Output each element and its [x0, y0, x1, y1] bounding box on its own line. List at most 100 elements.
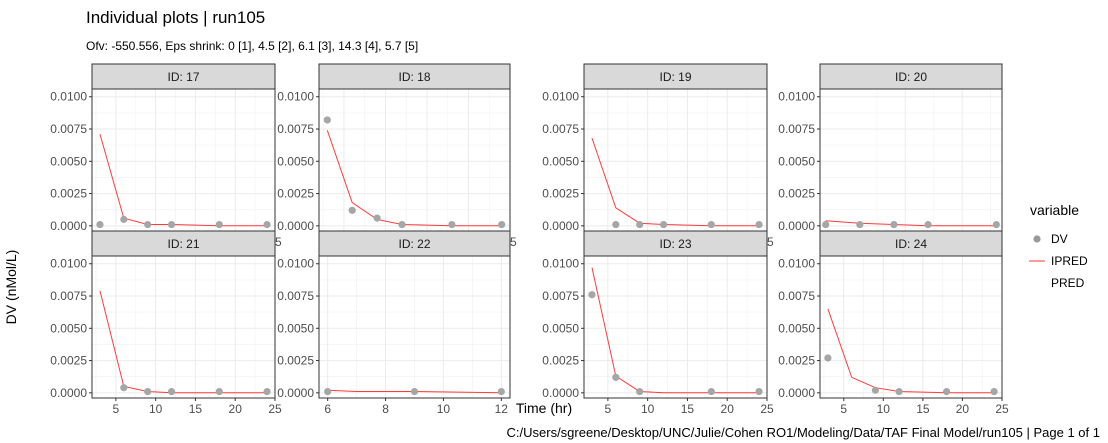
footer-path: C:/Users/sgreene/Desktop/UNC/Julie/Cohen… — [507, 425, 1100, 440]
y-tick-label: 0.0075 — [50, 122, 87, 136]
x-tick-label: 10 — [149, 402, 163, 416]
y-tick-label: 0.0050 — [277, 321, 314, 335]
dv-point — [120, 215, 128, 223]
dv-point — [943, 387, 951, 396]
dv-point — [895, 387, 903, 396]
ipred-line — [326, 130, 502, 227]
dv-point — [263, 387, 271, 396]
facet-strip-label: ID: 24 — [895, 237, 927, 251]
y-axis-title: DV (nMol/L) — [3, 250, 19, 325]
y-tick-label: 0.0075 — [778, 122, 815, 136]
y-tick-label: 0.0100 — [542, 90, 579, 104]
y-tick-label: 0.0000 — [778, 386, 815, 400]
dv-point — [755, 220, 763, 229]
y-tick-label: 0.0075 — [542, 122, 579, 136]
facet-strip-label: ID: 20 — [895, 70, 927, 84]
dv-point — [588, 291, 596, 299]
legend-label: PRED — [1051, 276, 1085, 290]
y-tick-label: 0.0000 — [50, 219, 87, 233]
y-tick-label: 0.0000 — [778, 219, 815, 233]
dv-point — [215, 220, 223, 229]
dv-point — [167, 220, 176, 229]
dv-point — [856, 220, 864, 229]
ipred-line — [99, 290, 267, 394]
x-tick-label: 25 — [760, 402, 774, 416]
plot-subtitle: Ofv: -550.556, Eps shrink: 0 [1], 4.5 [2… — [86, 39, 418, 53]
dv-point — [448, 220, 456, 229]
dv-point — [707, 387, 715, 396]
dv-point — [612, 220, 620, 229]
dv-point — [348, 206, 356, 214]
x-tick-label: 20 — [721, 402, 735, 416]
facet-panel: ID: 175101520250.00000.00250.00500.00750… — [50, 63, 282, 249]
y-tick-label: 0.0025 — [778, 354, 815, 368]
y-tick-label: 0.0075 — [778, 289, 815, 303]
x-tick-label: 5 — [840, 402, 847, 416]
y-tick-label: 0.0025 — [50, 187, 87, 201]
dv-point — [871, 386, 879, 394]
x-tick-label: 12 — [495, 402, 509, 416]
facet-strip-label: ID: 22 — [398, 237, 430, 251]
x-axis-title: Time (hr) — [516, 400, 572, 416]
facet-strip — [91, 230, 276, 257]
dv-point — [992, 220, 1000, 229]
dv-point — [498, 220, 506, 229]
dv-point — [890, 220, 898, 229]
dv-point — [398, 220, 406, 229]
facet-panel: ID: 23 5 10 15 20 25 0.0000 0.0025 0.0050 0.0075 0… — [542, 230, 774, 416]
facet-panel: ID: 21 5 10 15 20 25 0.0000 0.0025 0.0050 0.0075 0… — [50, 230, 282, 416]
dv-point — [373, 214, 381, 222]
x-tick-label: 25 — [995, 402, 1009, 416]
facet-strip-label: ID: 21 — [167, 237, 199, 251]
ipred-line — [327, 389, 502, 394]
x-tick-label: 20 — [229, 402, 243, 416]
ipred-line — [99, 134, 267, 227]
dv-point — [167, 387, 176, 396]
y-tick-label: 0.0100 — [542, 257, 579, 271]
facet-panel: ID: 195101520250.00000.00250.00500.00750… — [542, 63, 774, 249]
plot-title: Individual plots | run105 — [86, 8, 265, 27]
y-tick-label: 0.0000 — [542, 219, 579, 233]
facet-strip-label: ID: 17 — [167, 70, 199, 84]
panel-border — [819, 255, 1003, 399]
x-tick-label: 10 — [877, 402, 891, 416]
y-tick-label: 0.0050 — [277, 154, 314, 168]
x-tick-label: 15 — [681, 402, 695, 416]
y-tick-label: 0.0075 — [50, 289, 87, 303]
legend-title: variable — [1030, 202, 1079, 218]
y-tick-label: 0.0100 — [50, 90, 87, 104]
x-tick-label: 15 — [189, 402, 203, 416]
y-tick-label: 0.0100 — [50, 257, 87, 271]
dv-point — [612, 373, 620, 381]
facet-panel: ID: 185101520250.00000.00250.00500.00750… — [277, 63, 517, 249]
facet-strip-label: ID: 18 — [398, 70, 430, 84]
dv-point — [323, 116, 331, 124]
x-tick-label: 10 — [437, 402, 451, 416]
dv-point — [824, 354, 832, 362]
facet-panel: ID: 24 5 10 15 20 25 0.0000 0.0025 0.0050 0.0075 0… — [778, 230, 1009, 416]
facet-strip — [91, 63, 276, 90]
dv-point — [96, 220, 104, 229]
y-tick-label: 0.0025 — [50, 354, 87, 368]
y-tick-label: 0.0025 — [277, 354, 314, 368]
dv-point — [144, 387, 152, 396]
x-tick-label: 6 — [324, 402, 331, 416]
facet-strip-label: ID: 19 — [659, 70, 691, 84]
ipred-line — [827, 308, 995, 394]
y-tick-label: 0.0100 — [277, 257, 314, 271]
facet-panels: ID: 17 5 10 15 20 25 0.0000 0.0025 0.0050 0.0075 0… — [50, 63, 1009, 416]
y-tick-label: 0.0000 — [277, 219, 314, 233]
x-tick-label: 8 — [382, 402, 389, 416]
ipred-line — [591, 137, 759, 227]
legend-key-point — [1033, 235, 1041, 243]
x-tick-label: 20 — [956, 402, 970, 416]
dv-point — [497, 387, 505, 396]
facet-strip-label: ID: 23 — [659, 237, 691, 251]
y-tick-label: 0.0050 — [778, 154, 815, 168]
dv-point — [707, 220, 715, 229]
y-tick-label: 0.0050 — [50, 154, 87, 168]
dv-point — [263, 220, 271, 229]
y-tick-label: 0.0100 — [778, 90, 815, 104]
y-tick-label: 0.0075 — [277, 289, 314, 303]
